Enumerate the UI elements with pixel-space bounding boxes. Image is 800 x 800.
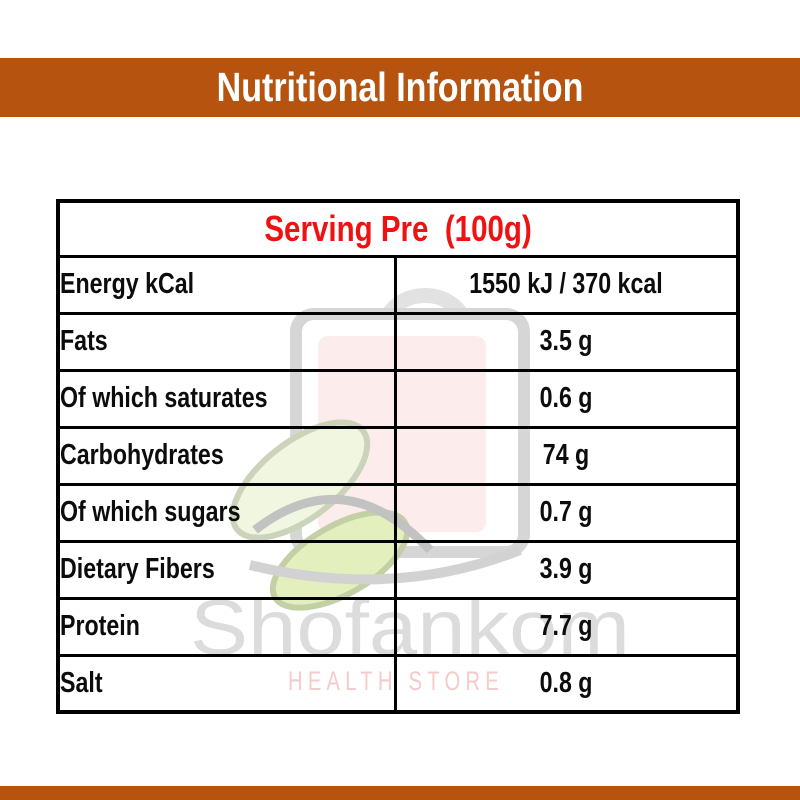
nutrient-label: Fats bbox=[56, 311, 397, 372]
nutrient-value: 0.8 g bbox=[393, 653, 740, 714]
nutrient-value: 0.6 g bbox=[393, 368, 740, 429]
serving-header-row: Serving Pre (100g) bbox=[56, 199, 740, 258]
nutrient-value: 0.7 g bbox=[393, 482, 740, 543]
nutrient-value: 74 g bbox=[393, 425, 740, 486]
nutrient-value: 3.5 g bbox=[393, 311, 740, 372]
nutrient-label: Dietary Fibers bbox=[56, 539, 397, 600]
nutrient-label: Protein bbox=[56, 596, 397, 657]
nutrient-label: Of which saturates bbox=[56, 368, 397, 429]
serving-header-text: Serving Pre (100g) bbox=[264, 207, 532, 249]
nutrient-label: Salt bbox=[56, 653, 397, 714]
nutrient-label: Of which sugars bbox=[56, 482, 397, 543]
table-row: Of which saturates 0.6 g bbox=[56, 368, 740, 429]
table-row: Energy kCal 1550 kJ / 370 kcal bbox=[56, 254, 740, 315]
table-row: Protein 7.7 g bbox=[56, 596, 740, 657]
table-row: Carbohydrates 74 g bbox=[56, 425, 740, 486]
nutrient-value: 1550 kJ / 370 kcal bbox=[393, 254, 740, 315]
nutrient-label: Carbohydrates bbox=[56, 425, 397, 486]
serving-header: Serving Pre (100g) bbox=[56, 199, 740, 258]
nutrient-value: 7.7 g bbox=[393, 596, 740, 657]
bottom-accent-bar bbox=[0, 786, 800, 800]
page-title: Nutritional Information bbox=[216, 64, 584, 110]
nutrient-label: Energy kCal bbox=[56, 254, 397, 315]
table-row: Salt 0.8 g bbox=[56, 653, 740, 714]
title-bar: Nutritional Information bbox=[0, 58, 800, 117]
nutrient-value: 3.9 g bbox=[393, 539, 740, 600]
table-row: Fats 3.5 g bbox=[56, 311, 740, 372]
nutrition-table: Serving Pre (100g) Energy kCal 1550 kJ /… bbox=[56, 199, 740, 714]
table-row: Dietary Fibers 3.9 g bbox=[56, 539, 740, 600]
table-row: Of which sugars 0.7 g bbox=[56, 482, 740, 543]
